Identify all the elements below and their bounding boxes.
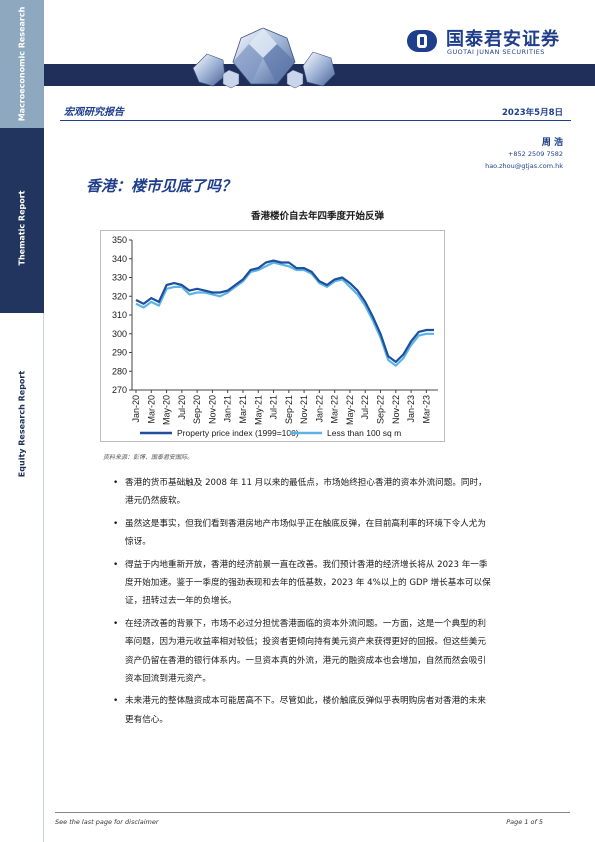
bullet-list: • 香港的货币基础触及 2008 年 11 月以来的最低点，市场始终担心香港的资本… — [113, 474, 493, 733]
legend-label: Less than 100 sq m — [327, 428, 401, 438]
report-type: 宏观研究报告 — [64, 107, 124, 118]
x-tick-label: Nov-21 — [299, 395, 309, 424]
footer-page-number: Page 1 of 5 — [506, 818, 543, 826]
header-divider — [60, 120, 571, 121]
x-tick-label: Sep-22 — [376, 395, 386, 424]
y-tick-label: 280 — [112, 366, 127, 376]
chart-title: 香港楼价自去年四季度开始反弹 — [250, 211, 384, 222]
bullet-icon: • — [113, 696, 119, 707]
author-phone: +852 2509 7582 — [507, 150, 563, 158]
y-tick-label: 340 — [112, 254, 127, 264]
series-line-1 — [135, 261, 434, 367]
company-name-en: GUOTAI JUNAN SECURITIES — [447, 48, 545, 56]
x-tick-label: May-21 — [253, 395, 263, 425]
bullet-icon: • — [113, 618, 119, 629]
bullet-item: • 得益于内地重新开放，香港的经济前景一直在改善。我们预计香港的经济增长将从 20… — [113, 556, 493, 611]
sidebar-label-macro: Macroeconomic Research — [17, 6, 27, 122]
x-tick-label: Nov-20 — [207, 395, 217, 424]
bullet-text: 香港的货币基础触及 2008 年 11 月以来的最低点，市场始终担心香港的资本外… — [125, 478, 487, 507]
diamond-gems-image — [192, 27, 336, 89]
bullet-item: • 虽然这是事实，但我们看到香港房地产市场似乎正在触底反弹，在目前高利率的环境下令… — [113, 515, 493, 552]
bullet-text: 虽然这是事实，但我们看到香港房地产市场似乎正在触底反弹，在目前高利率的环境下令人… — [125, 518, 486, 548]
footer-divider — [55, 812, 570, 813]
y-axis: 270 280 290 300 310 320 330 340 350 — [112, 235, 133, 395]
chart-frame — [100, 230, 445, 442]
x-tick-label: Jul-20 — [177, 395, 187, 420]
x-tick-label: Sep-21 — [284, 395, 294, 424]
left-sidebar: Macroeconomic Research Thematic Report E… — [0, 0, 44, 842]
bullet-icon: • — [113, 559, 119, 570]
x-tick-label: May-22 — [345, 395, 355, 425]
y-tick-label: 350 — [112, 235, 127, 245]
footer-disclaimer[interactable]: See the last page for disclaimer — [55, 818, 159, 826]
sidebar-mid-block — [0, 128, 44, 313]
series-line-0 — [135, 259, 434, 363]
line-chart: 270 280 290 300 310 320 330 340 350 Jan-20 Mar-20… — [100, 230, 445, 442]
bullet-item: • 未来港元的整体融资成本可能居高不下。尽管如此，楼价触底反弹似乎表明购房者对香港… — [113, 692, 493, 729]
legend-label: Property price index (1999=100) — [177, 428, 299, 438]
bullet-icon: • — [113, 518, 119, 529]
x-tick-label: Jan-23 — [406, 395, 416, 423]
sidebar-label-equity: Equity Research Report — [17, 370, 27, 478]
y-tick-label: 270 — [112, 385, 127, 395]
x-tick-label: Jan-22 — [314, 395, 324, 423]
chart-legend: Property price index (1999=100) Less than… — [140, 428, 401, 438]
bullet-item: • 在经济改善的背景下，市场不必过分担忧香港面临的资本外流问题。一方面，这是一个典… — [113, 615, 493, 689]
author-name: 周 浩 — [541, 138, 563, 148]
x-tick-label: Mar-21 — [238, 395, 248, 424]
x-axis: Jan-20 Mar-20 May-20 Jul-20 Sep-20 Nov-20 Jan-… — [131, 389, 438, 425]
chart-svg: 270 280 290 300 310 320 330 340 350 Jan-20 Mar-20… — [100, 230, 445, 442]
sidebar-bottom-block — [0, 313, 44, 842]
report-date: 2023年5月8日 — [502, 108, 563, 118]
y-tick-label: 330 — [112, 273, 127, 283]
x-tick-label: Jul-22 — [360, 395, 370, 420]
y-tick-label: 310 — [112, 310, 127, 320]
chart-source: 资料来源：彭博、国泰君安国际。 — [103, 454, 194, 461]
x-tick-label: Jul-21 — [269, 395, 279, 420]
company-name-cn: 国泰君安证券 — [446, 29, 560, 50]
x-tick-label: May-20 — [162, 395, 172, 425]
y-tick-label: 320 — [112, 291, 127, 301]
x-tick-label: Nov-22 — [391, 395, 401, 424]
bullet-text: 得益于内地重新开放，香港的经济前景一直在改善。我们预计香港的经济增长将从 202… — [125, 559, 491, 607]
x-tick-label: Sep-20 — [192, 395, 202, 424]
x-tick-label: Mar-22 — [330, 395, 340, 424]
x-tick-label: Jan-21 — [223, 395, 233, 423]
bullet-icon: • — [113, 478, 119, 488]
report-title: 香港：楼市见底了吗？ — [86, 177, 237, 195]
sidebar-top-block — [0, 0, 44, 128]
bullet-text: 在经济改善的背景下，市场不必过分担忧香港面临的资本外流问题。一方面，这是一个典型… — [125, 618, 486, 685]
series-layer — [135, 259, 434, 367]
author-email[interactable]: hao.zhou@gtjas.com.hk — [485, 162, 563, 170]
bullet-text: 未来港元的整体融资成本可能居高不下。尽管如此，楼价触底反弹似乎表明购房者对香港的… — [125, 696, 486, 725]
bullet-item: • 香港的货币基础触及 2008 年 11 月以来的最低点，市场始终担心香港的资本… — [113, 474, 493, 511]
x-tick-label: Mar-23 — [421, 395, 431, 424]
x-tick-label: Mar-20 — [146, 395, 156, 424]
x-tick-label: Jan-20 — [131, 395, 141, 423]
y-tick-label: 300 — [112, 329, 127, 339]
sidebar-label-thematic: Thematic Report — [17, 190, 27, 266]
y-tick-label: 290 — [112, 348, 127, 358]
company-logo-icon — [407, 30, 437, 52]
